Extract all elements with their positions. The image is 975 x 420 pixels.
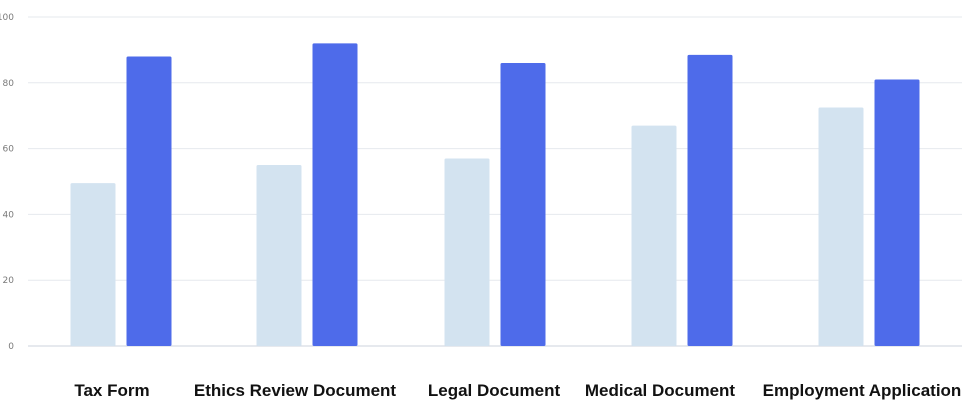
y-tick-label: 60 — [3, 145, 15, 155]
bar-series2-ethics-review-document — [312, 43, 358, 346]
bar-series1-ethics-review-document — [256, 165, 302, 346]
x-axis-labels: Tax Form Ethics Review Document Legal Docu… — [74, 381, 961, 400]
y-tick-label: 80 — [3, 79, 15, 89]
bar-series1-medical-document — [631, 125, 677, 346]
bar-series1-tax-form — [70, 183, 116, 346]
x-category-label: Ethics Review Document — [194, 381, 397, 400]
y-tick-label: 100 — [0, 13, 14, 23]
x-category-label: Medical Document — [585, 381, 736, 400]
x-category-label: Legal Document — [428, 381, 561, 400]
bar-series2-medical-document — [687, 54, 733, 347]
bar-series2-employment-application — [874, 79, 920, 346]
bars — [70, 43, 920, 347]
y-tick-label: 40 — [3, 210, 15, 220]
y-tick-label: 20 — [3, 276, 15, 286]
x-category-label: Employment Application — [763, 381, 962, 400]
gridlines — [28, 16, 962, 347]
bar-series1-legal-document — [444, 158, 490, 346]
x-category-label: Tax Form — [74, 381, 149, 400]
bar-series2-tax-form — [126, 56, 172, 346]
bar-series2-legal-document — [500, 63, 546, 347]
bar-series1-employment-application — [818, 107, 864, 346]
y-axis-ticks: 0 20 40 60 80 100 — [0, 13, 14, 352]
y-tick-label: 0 — [8, 342, 14, 352]
